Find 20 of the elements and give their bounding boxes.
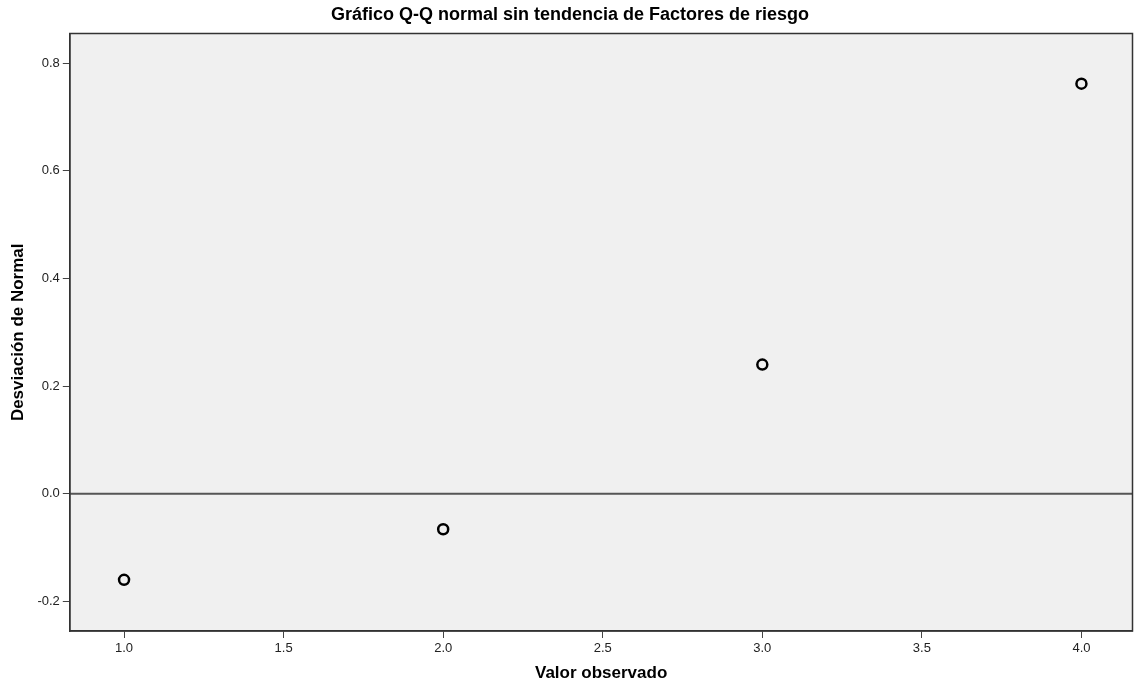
x-tick-label: 4.0	[1072, 640, 1091, 656]
x-tick-label: 3.5	[912, 640, 931, 656]
point	[1075, 77, 1088, 90]
point	[436, 523, 450, 536]
x-tick-label: 2.0	[434, 640, 453, 656]
y-axis-title: Desviación de Normal	[7, 243, 27, 422]
point	[756, 358, 769, 371]
chart-title: Gráfico Q-Q normal sin tendencia de Factores de riesgo	[330, 3, 810, 24]
y-tick-label: 0.0	[41, 485, 60, 501]
y-tick-label: 0.6	[41, 162, 60, 178]
y-tick-label: -0.2	[37, 592, 60, 608]
x-tick-label: 3.0	[753, 640, 772, 656]
point	[117, 573, 131, 587]
y-tick-label: 0.4	[41, 270, 60, 286]
y-tick-label: 0.2	[41, 377, 60, 393]
x-axis-title: Valor observado	[535, 663, 668, 683]
y-tick-label: 0.8	[41, 54, 60, 70]
x-tick-label: 1.5	[274, 640, 293, 656]
x-tick-label: 2.5	[593, 640, 612, 656]
x-tick-label: 1.0	[115, 640, 134, 656]
